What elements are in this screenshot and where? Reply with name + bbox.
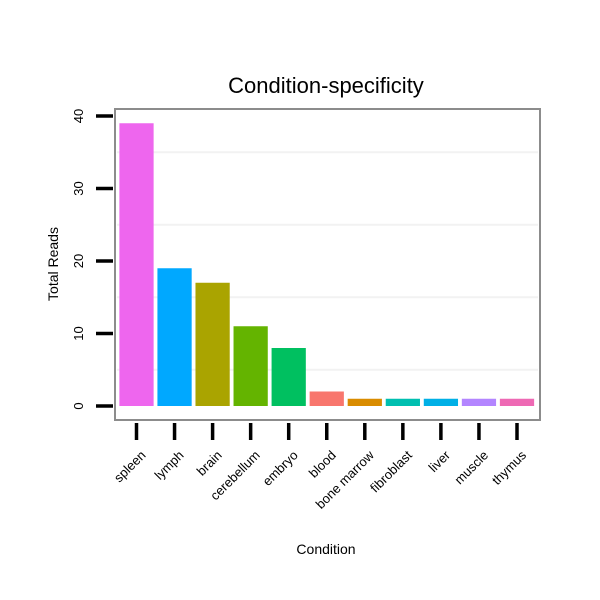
- y-tick-label: 0: [71, 402, 86, 409]
- x-tick-label: fibroblast: [367, 447, 415, 495]
- bar-muscle: [461, 398, 497, 406]
- y-tick-label: 10: [71, 326, 86, 340]
- y-tick-label: 20: [71, 254, 86, 268]
- bars: [119, 123, 535, 406]
- y-axis: 0 10 20 30 40: [71, 109, 113, 410]
- chart-title: Condition-specificity: [228, 73, 424, 98]
- x-tick-label: blood: [306, 448, 339, 481]
- bar-cerebellum: [233, 326, 268, 406]
- bar-spleen: [119, 123, 154, 406]
- bar-liver: [423, 398, 459, 406]
- plot-frame: [114, 108, 541, 421]
- bar-embryo: [271, 348, 306, 406]
- x-tick-label: lymph: [152, 448, 187, 483]
- x-tick-label: spleen: [111, 448, 149, 486]
- bar-blood: [309, 391, 344, 406]
- bar-thymus: [499, 398, 535, 406]
- bar-fibroblast: [385, 398, 420, 406]
- x-tick-label: brain: [194, 448, 225, 479]
- x-tick-label: thymus: [489, 447, 530, 488]
- x-tick-label: embryo: [260, 448, 301, 489]
- y-tick-label: 30: [71, 181, 86, 195]
- bar-bone-marrow: [347, 398, 382, 406]
- x-axis-title: Condition: [296, 541, 355, 557]
- y-axis-title: Total Reads: [45, 227, 61, 301]
- x-tick-label: muscle: [451, 448, 491, 488]
- bar-brain: [195, 282, 230, 406]
- x-tick-label: liver: [426, 447, 454, 475]
- bar-lymph: [157, 268, 192, 406]
- y-tick-label: 40: [71, 109, 86, 123]
